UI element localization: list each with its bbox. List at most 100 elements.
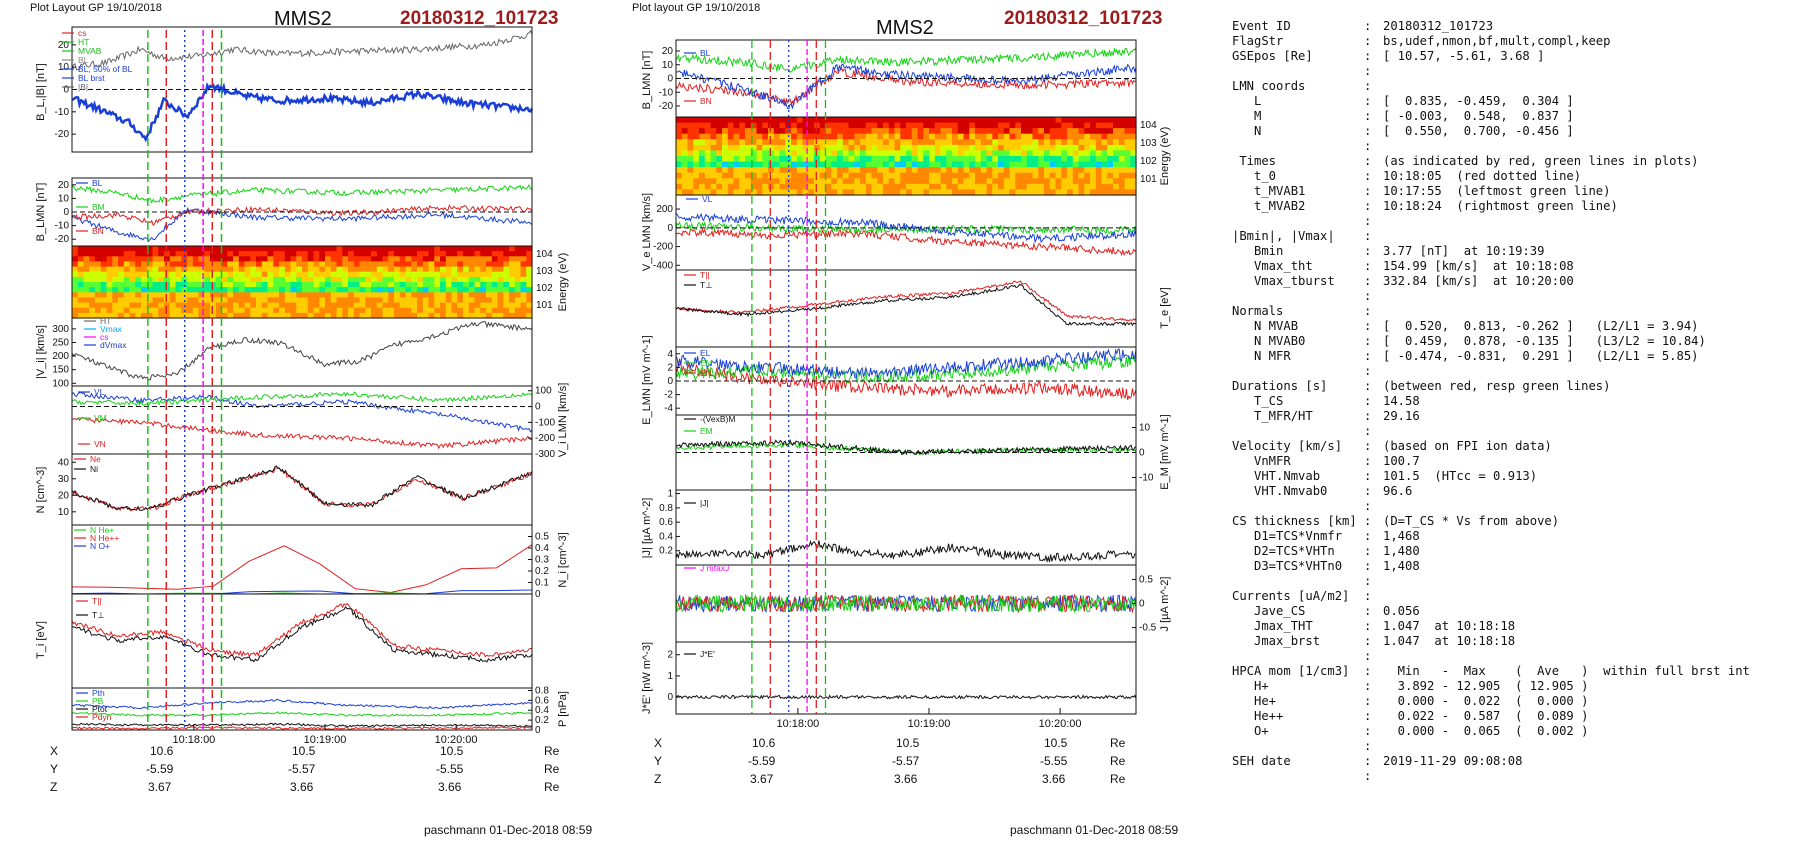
spectrogram-cell	[883, 133, 890, 140]
spectrogram-cell	[146, 246, 154, 252]
spectrogram-cell	[123, 251, 131, 257]
spectrogram-cell	[72, 271, 79, 278]
spectrogram-cell	[814, 172, 821, 179]
spectrogram-cell	[175, 307, 182, 314]
spectrogram-cell	[762, 156, 769, 163]
spectrogram-cell	[417, 287, 424, 293]
spectrogram-cell	[1113, 117, 1120, 124]
spectrogram-cell	[210, 302, 217, 309]
param-separator: :	[1364, 529, 1372, 543]
legend-label: Pth	[92, 688, 105, 698]
spectrogram-cell	[871, 161, 878, 168]
spectrogram-cell	[169, 282, 177, 288]
spectrogram-cell	[273, 261, 280, 268]
spectrogram-cell	[865, 133, 873, 140]
spectrogram-cell	[325, 276, 332, 283]
spectrogram-cell	[509, 292, 516, 298]
spectrogram-cell	[497, 251, 504, 257]
spectrogram-cell	[1095, 161, 1103, 168]
spectrogram-cell	[227, 287, 234, 293]
orbit-z-3-middle: 3.66	[1042, 772, 1066, 786]
spectrogram-cell	[917, 117, 924, 124]
spectrogram-cell	[342, 256, 349, 262]
spectrogram-cell	[141, 246, 148, 252]
spectrogram-cell	[169, 302, 177, 309]
spectrogram-cell	[325, 307, 332, 314]
spectrogram-cell	[762, 144, 769, 152]
spectrogram-cell	[353, 297, 361, 304]
spectrogram-cell	[704, 133, 712, 140]
spectrogram-cell	[181, 246, 188, 252]
spectrogram-cell	[716, 133, 723, 140]
spectrogram-cell	[468, 246, 476, 252]
spectrogram-cell	[187, 251, 194, 257]
spectrogram-cell	[963, 178, 970, 185]
spectrogram-cell	[72, 246, 79, 252]
spectrogram-cell	[1067, 128, 1074, 135]
spectrogram-cell	[791, 117, 798, 124]
spectrogram-cell	[704, 156, 712, 163]
spectrogram-cell	[83, 276, 90, 283]
spectrogram-cell	[227, 292, 234, 298]
spectrogram-cell	[871, 139, 878, 146]
spectrogram-cell	[1032, 117, 1039, 124]
spectrogram-cell	[503, 312, 510, 319]
spectrogram-cell	[169, 297, 177, 304]
orbit-label-x-left: X	[50, 744, 59, 758]
spectrogram-cell	[399, 292, 407, 298]
spectrogram-cell	[233, 251, 240, 257]
series-pdyn	[71, 726, 533, 730]
spectrogram-cell	[1095, 167, 1103, 174]
param-label: Jave_CS	[1232, 604, 1306, 618]
spectrogram-cell	[802, 122, 809, 129]
spectrogram-cell	[975, 161, 982, 168]
spectrogram-cell	[1130, 183, 1137, 191]
y-tick-label: 0	[1139, 448, 1145, 459]
spectrogram-cell	[722, 167, 729, 174]
spectrogram-cell	[917, 122, 924, 129]
spectrogram-cell	[946, 139, 953, 146]
spectrogram-cell	[359, 282, 366, 288]
spectrogram-cell	[900, 133, 907, 140]
time-tick-label: 10:19:00	[908, 718, 951, 730]
spectrogram-cell	[848, 117, 855, 124]
spectrogram-cell	[371, 266, 378, 273]
param-label: He++	[1232, 709, 1284, 723]
spectrogram-cell	[399, 312, 407, 319]
spectrogram-cell	[1061, 117, 1068, 124]
spectrogram-cell	[831, 128, 838, 135]
spectrogram-cell	[296, 292, 303, 298]
spectrogram-cell	[900, 144, 907, 152]
spectrogram-cell	[376, 261, 384, 268]
spectrogram-cell	[969, 183, 976, 191]
spectrogram-cell	[693, 189, 700, 196]
spectrogram-cell	[710, 133, 717, 140]
spectrogram-cell	[934, 189, 942, 196]
spectrogram-cell	[865, 122, 873, 129]
spectrogram-cell	[1090, 122, 1097, 129]
spectrogram-cell	[906, 178, 913, 185]
spectrogram-cell	[503, 251, 510, 257]
spectrogram-cell	[497, 276, 504, 283]
spectrogram-cell	[118, 256, 125, 262]
spectrogram-cell	[296, 246, 303, 252]
spectrogram-cell	[808, 183, 815, 191]
spectrogram-cell	[417, 297, 424, 304]
spectrogram-cell	[89, 287, 96, 293]
spectrogram-cell	[1044, 167, 1051, 174]
spectrogram-cell	[233, 261, 240, 268]
spectrogram-cell	[175, 297, 182, 304]
spectrogram-cell	[1084, 122, 1091, 129]
spectrogram-cell	[877, 172, 884, 179]
spectrogram-cell	[842, 167, 850, 174]
spectrogram-cell	[192, 256, 200, 262]
spectrogram-cell	[164, 292, 171, 298]
spectrogram-cell	[187, 292, 194, 298]
spectrogram-cell	[158, 292, 165, 298]
spectrogram-cell	[796, 156, 804, 163]
spectrogram-cell	[940, 156, 947, 163]
y-tick-label: 0.3	[535, 555, 549, 566]
spectrogram-cell	[146, 261, 154, 268]
spectrogram-cell	[1118, 133, 1126, 140]
spectrogram-cell	[676, 167, 683, 174]
